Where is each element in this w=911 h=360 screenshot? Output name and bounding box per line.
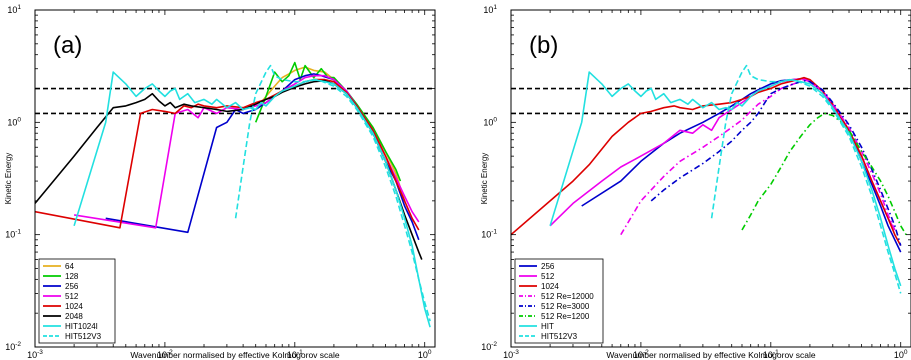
legend-label: 1024 (65, 302, 83, 311)
y-tick-label-base: 10 (7, 117, 17, 127)
x-tick-label-exponent: -1 (773, 349, 779, 356)
x-tick-label-base: 10 (894, 350, 904, 360)
series-line (254, 61, 402, 182)
y-tick-label-exponent: 0 (17, 116, 21, 123)
x-tick-label: 100 (418, 349, 432, 360)
x-tick-label-base: 10 (418, 350, 428, 360)
legend-label: 256 (541, 262, 555, 271)
y-tick-label-exponent: -2 (491, 341, 497, 348)
y-tick-label-exponent: 1 (17, 4, 21, 11)
x-tick-label-exponent: -1 (297, 349, 303, 356)
legend-label: 128 (65, 272, 79, 281)
legend-label: HIT1024I (65, 322, 98, 331)
x-tick-label: 10-1 (287, 349, 303, 360)
y-tick-label-exponent: 0 (493, 116, 497, 123)
legend-box (514, 258, 604, 344)
y-axis-label: Kinetic Energy (480, 153, 489, 205)
x-tick-label-base: 10 (503, 350, 513, 360)
x-axis-label: Wavenumber normalised by effective Kolmo… (130, 350, 340, 360)
y-tick-label: 101 (483, 4, 497, 15)
legend-label: 64 (65, 262, 74, 271)
series-line (73, 71, 431, 328)
legend-label: 2048 (65, 312, 83, 321)
x-tick-label-exponent: -2 (643, 349, 649, 356)
legend-label: HIT (541, 322, 554, 331)
series-line (741, 112, 907, 236)
y-tick-label-base: 10 (5, 342, 15, 352)
panel-label: (b) (529, 32, 558, 59)
x-tick-label-base: 10 (633, 350, 643, 360)
axes-box (34, 9, 436, 348)
legend-label: 512 Re=12000 (541, 292, 594, 301)
x-tick-label-exponent: 0 (428, 349, 432, 356)
series-line (105, 73, 420, 241)
chart-panel-a: 10-3 10-2 10-1 10010-210-1100101Wavenumber … (4, 4, 436, 360)
y-tick-label-exponent: -1 (15, 229, 21, 236)
y-tick-label-base: 10 (483, 5, 493, 15)
axes-box (510, 9, 911, 348)
legend-label: 512 (65, 292, 79, 301)
legend-label: 512 Re=3000 (541, 302, 590, 311)
x-tick-label: 10-2 (157, 349, 173, 360)
x-tick-label: 10-3 (503, 349, 519, 360)
legend-box (38, 258, 116, 344)
series-line (710, 64, 902, 294)
y-tick-label-base: 10 (7, 5, 17, 15)
panel-label: (a) (53, 32, 82, 59)
x-tick-label-exponent: -2 (167, 349, 173, 356)
legend-label: HIT512V3 (541, 332, 578, 341)
series-line (549, 71, 902, 287)
legend-label: 256 (65, 282, 79, 291)
y-tick-label-base: 10 (481, 342, 491, 352)
y-axis-label: Kinetic Energy (4, 153, 13, 205)
y-tick-label-exponent: 1 (493, 4, 497, 11)
y-tick-label: 100 (7, 116, 21, 127)
x-tick-label: 10-2 (633, 349, 649, 360)
series-line (581, 77, 902, 253)
series-group (511, 64, 907, 294)
x-tick-label: 10-3 (27, 349, 43, 360)
legend-label: 512 Re=1200 (541, 312, 590, 321)
series-line (511, 76, 902, 246)
y-tick-label-exponent: -1 (491, 229, 497, 236)
series-line (650, 79, 902, 246)
x-tick-label-base: 10 (27, 350, 37, 360)
y-tick-label-exponent: -2 (15, 341, 21, 348)
y-tick-label: 10-1 (5, 229, 21, 240)
y-tick-label-base: 10 (483, 117, 493, 127)
x-tick-label: 10-1 (763, 349, 779, 360)
y-tick-label: 10-1 (481, 229, 497, 240)
y-tick-label: 10-2 (5, 341, 21, 352)
x-tick-label-base: 10 (157, 350, 167, 360)
x-tick-label: 100 (894, 349, 908, 360)
legend-label: 1024 (541, 282, 559, 291)
x-tick-label-exponent: 0 (904, 349, 908, 356)
x-tick-label-base: 10 (287, 350, 297, 360)
legend-label: 512 (541, 272, 555, 281)
x-tick-label-base: 10 (763, 350, 773, 360)
legend-label: HIT512V3 (65, 332, 102, 341)
y-tick-label-base: 10 (481, 230, 491, 240)
series-line (234, 64, 431, 322)
series-line (620, 78, 896, 236)
chart-panel-b: 10-3 10-2 10-1 10010-210-1100101Wavenumber … (480, 4, 911, 360)
x-tick-label-exponent: -3 (513, 349, 519, 356)
y-tick-label-base: 10 (5, 230, 15, 240)
y-tick-label: 101 (7, 4, 21, 15)
x-axis-label: Wavenumber normalised by effective Kolmo… (606, 350, 816, 360)
x-tick-label-exponent: -3 (37, 349, 43, 356)
y-tick-label: 10-2 (481, 341, 497, 352)
series-group (35, 61, 431, 328)
y-tick-label: 100 (483, 116, 497, 127)
